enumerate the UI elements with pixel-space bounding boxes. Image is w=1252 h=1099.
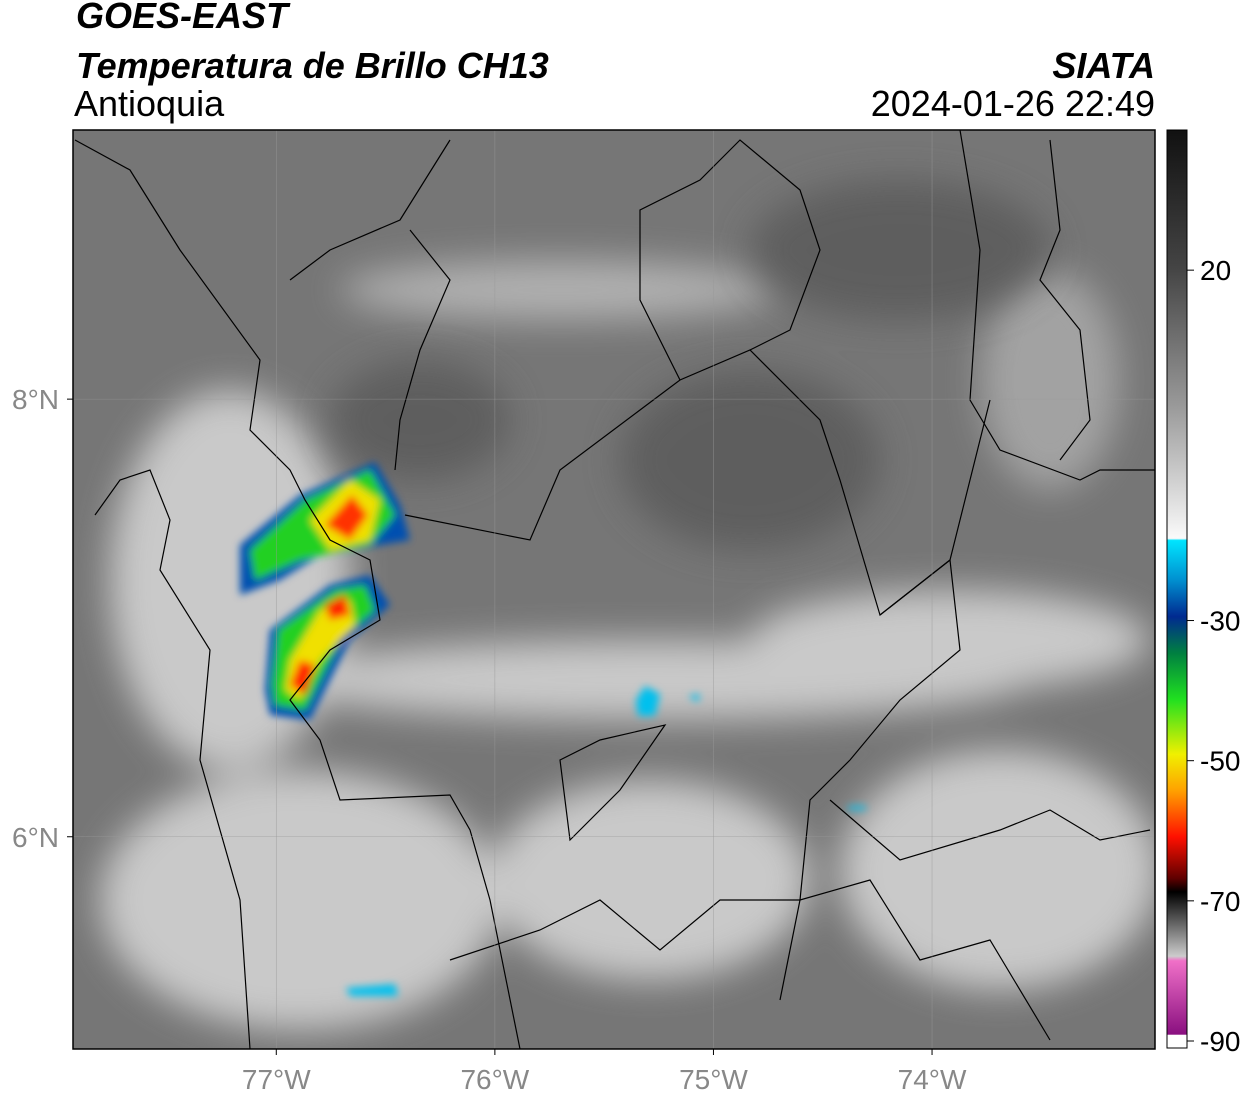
- x-tick-label: 75°W: [679, 1064, 748, 1095]
- x-tick-label: 74°W: [898, 1064, 967, 1095]
- colorbar-tick-label: 20: [1200, 255, 1231, 286]
- colorbar-tick-label: -30: [1200, 606, 1240, 637]
- subtitle: Temperatura de Brillo CH13: [76, 45, 549, 86]
- colorbar: [1166, 129, 1188, 1049]
- colorbar-tick-label: -50: [1200, 746, 1240, 777]
- region: Antioquia: [74, 83, 225, 124]
- colorbar-tick-label: -70: [1200, 886, 1240, 917]
- map-frame: [72, 129, 1156, 1050]
- satellite-image: [73, 130, 1155, 1049]
- y-tick-label: 6°N: [12, 822, 59, 853]
- datetime: 2024-01-26 22:49: [871, 83, 1155, 124]
- grid: [73, 130, 1155, 1049]
- title: GOES-EAST: [76, 0, 291, 36]
- x-tick-label: 76°W: [460, 1064, 529, 1095]
- x-tick-label: 77°W: [242, 1064, 311, 1095]
- source: SIATA: [1052, 45, 1155, 86]
- colorbar-tick-label: -90: [1200, 1026, 1240, 1057]
- y-tick-label: 8°N: [12, 384, 59, 415]
